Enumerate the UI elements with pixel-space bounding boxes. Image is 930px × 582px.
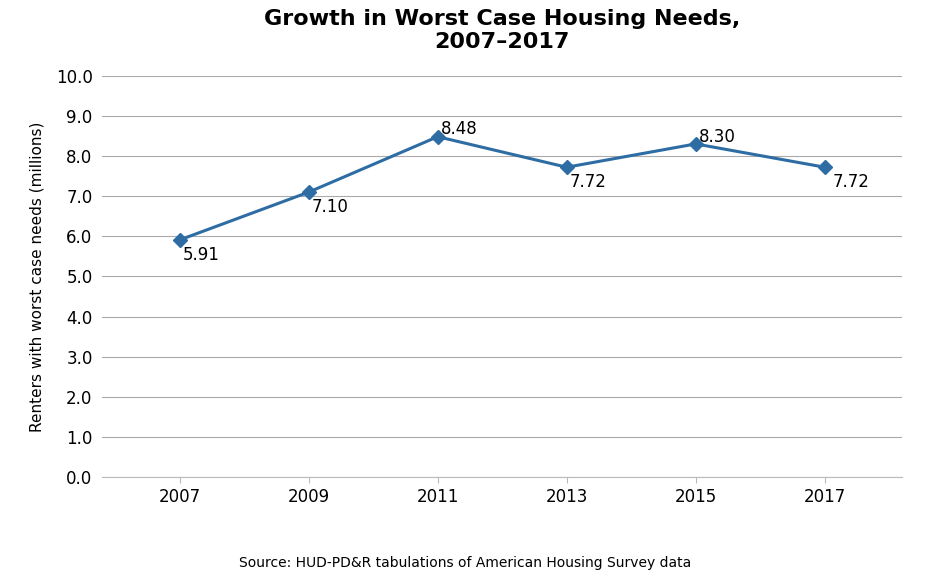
Text: 8.30: 8.30 bbox=[699, 127, 736, 146]
Text: 8.48: 8.48 bbox=[441, 120, 478, 139]
Text: Source: HUD-PD&R tabulations of American Housing Survey data: Source: HUD-PD&R tabulations of American… bbox=[239, 556, 691, 570]
Text: 7.10: 7.10 bbox=[312, 198, 349, 217]
Title: Growth in Worst Case Housing Needs,
2007–2017: Growth in Worst Case Housing Needs, 2007… bbox=[264, 9, 740, 52]
Y-axis label: Renters with worst case needs (millions): Renters with worst case needs (millions) bbox=[30, 121, 45, 432]
Text: 7.72: 7.72 bbox=[832, 173, 870, 191]
Text: 5.91: 5.91 bbox=[183, 246, 219, 264]
Text: 7.72: 7.72 bbox=[570, 173, 606, 191]
